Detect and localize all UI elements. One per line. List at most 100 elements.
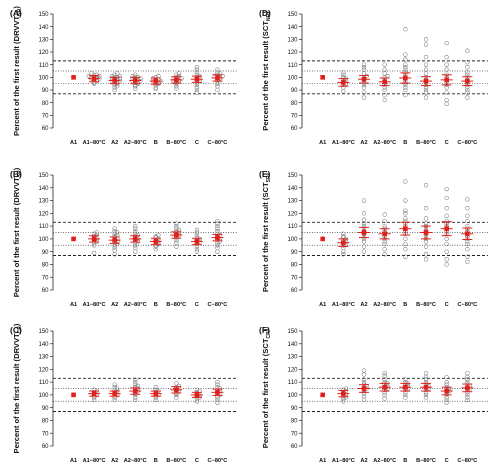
sample-point: [382, 218, 387, 224]
x-category-label: B: [403, 140, 407, 146]
x-category-label: A1: [319, 302, 326, 308]
sample-point: [361, 397, 367, 403]
x-category-label: C−80°C: [208, 140, 228, 146]
sample-point: [174, 226, 179, 231]
sample-point: [465, 70, 470, 75]
x-category-label: A1−80°C: [83, 458, 106, 464]
y-tick-label: 140: [287, 186, 298, 192]
sample-point: [194, 82, 200, 88]
x-category-label: C−80°C: [457, 140, 477, 146]
sample-point: [444, 186, 449, 192]
y-tick-label: 110: [39, 63, 49, 69]
sample-point: [215, 379, 220, 385]
sample-point: [423, 54, 429, 60]
y-tick-label: 100: [38, 237, 49, 243]
sample-point: [133, 377, 138, 382]
y-axis-label-close: ): [12, 6, 21, 9]
mean-marker: [361, 230, 367, 235]
sample-point: [382, 246, 387, 252]
sample-point: [194, 70, 200, 75]
sample-point: [215, 218, 220, 224]
sample-point: [444, 379, 449, 385]
sample-point: [444, 54, 449, 60]
y-tick-label: 70: [42, 113, 49, 119]
x-category-label: C−80°C: [457, 458, 477, 464]
x-category-label: B−80°C: [416, 140, 436, 146]
mean-marker: [194, 239, 200, 244]
mean-marker: [382, 231, 387, 237]
mean-marker: [320, 236, 325, 242]
sample-point: [403, 52, 408, 57]
sample-point: [444, 257, 449, 262]
sample-point: [94, 72, 99, 77]
sample-point: [382, 241, 387, 247]
sample-point: [444, 40, 449, 46]
sample-point: [444, 67, 449, 72]
sample-point: [465, 95, 470, 100]
y-tick-label: 100: [287, 75, 298, 81]
sample-point: [423, 183, 429, 188]
y-tick-label: 110: [288, 63, 298, 69]
y-axis-label: Percent of the first result (SCTSR): [261, 172, 272, 292]
y-axis-label-close: ): [12, 323, 21, 326]
sample-point: [341, 70, 346, 75]
x-category-label: A2: [360, 302, 367, 308]
sample-point: [215, 223, 220, 229]
sample-point: [361, 198, 367, 203]
sample-point: [465, 246, 470, 252]
sample-point: [361, 71, 367, 76]
sample-point: [133, 245, 138, 251]
x-category-label: A2−80°C: [373, 458, 396, 464]
sample-point: [403, 216, 408, 221]
sample-point: [130, 73, 135, 79]
panel-letter: (B): [10, 169, 22, 179]
x-category-label: A1: [70, 302, 77, 308]
y-tick-label: 150: [38, 12, 49, 18]
sample-point: [382, 223, 387, 229]
y-tick-label: 120: [38, 367, 49, 373]
x-category-label: A1−80°C: [83, 140, 106, 146]
sample-point: [382, 62, 387, 67]
sample-point: [361, 372, 367, 377]
y-tick-label: 120: [38, 50, 49, 56]
sample-point: [112, 231, 117, 236]
sample-point: [423, 216, 429, 221]
sample-point: [174, 381, 179, 386]
sample-point: [361, 379, 367, 385]
sample-point: [341, 234, 346, 239]
y-tick-label: 60: [291, 444, 298, 450]
sample-point: [215, 67, 220, 72]
sample-point: [215, 243, 220, 248]
sample-point: [465, 392, 470, 398]
mean-marker: [91, 391, 97, 396]
mean-marker: [320, 392, 325, 398]
y-tick-label: 80: [291, 419, 298, 425]
sample-point: [444, 382, 449, 387]
y-axis-label: Percent of the first result (SCTCR): [261, 328, 272, 448]
sample-point: [197, 236, 202, 242]
sample-point: [423, 374, 429, 380]
sample-point: [194, 67, 200, 72]
sample-point: [341, 249, 346, 254]
x-category-label: A2−80°C: [124, 302, 147, 308]
sample-point: [133, 72, 138, 77]
sample-point: [423, 395, 429, 400]
sample-point: [153, 85, 158, 90]
sample-point: [465, 48, 470, 53]
mean-marker: [112, 78, 117, 83]
sample-point: [444, 262, 449, 267]
sample-point: [176, 71, 182, 76]
sample-point: [465, 59, 470, 65]
x-category-label: B−80°C: [416, 458, 436, 464]
sample-point: [215, 249, 220, 254]
sample-point: [112, 87, 117, 93]
sample-point: [194, 387, 200, 392]
sample-point: [341, 231, 346, 236]
sample-point: [423, 370, 429, 376]
y-tick-label: 120: [287, 50, 298, 56]
sample-point: [341, 399, 346, 404]
sample-point: [423, 62, 429, 67]
y-tick-label: 80: [42, 101, 49, 107]
sample-point: [403, 241, 408, 247]
sample-point: [403, 92, 408, 98]
